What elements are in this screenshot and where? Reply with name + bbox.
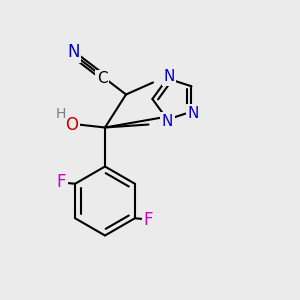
Text: N: N — [187, 106, 199, 121]
Text: N: N — [67, 43, 80, 61]
Text: C: C — [97, 71, 107, 86]
Text: N: N — [162, 113, 173, 128]
Text: H: H — [56, 107, 66, 121]
Text: O: O — [65, 116, 79, 134]
Text: F: F — [57, 173, 66, 191]
Text: F: F — [144, 211, 153, 229]
Text: N: N — [163, 70, 175, 85]
